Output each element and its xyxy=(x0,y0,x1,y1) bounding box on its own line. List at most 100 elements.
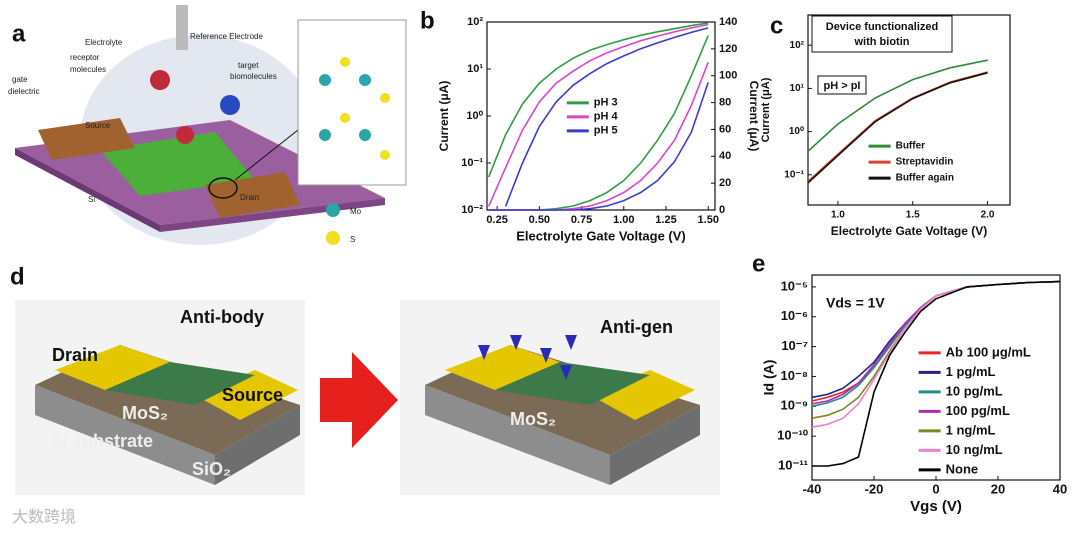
x-axis-label: Electrolyte Gate Voltage (V) xyxy=(831,224,988,238)
schematic-label: Mo xyxy=(350,207,362,216)
schematic-label: Drain xyxy=(240,193,259,202)
y2-tick-label: 0 xyxy=(719,204,725,216)
y2-tick-label: 80 xyxy=(719,96,731,108)
legend-label: pH 5 xyxy=(594,125,618,137)
legend-label: 10 pg/mL xyxy=(946,383,1003,398)
schematic-label: Si substrate xyxy=(50,431,153,451)
reference-electrode xyxy=(176,5,188,50)
panel-label: b xyxy=(420,7,435,34)
legend-label: Ab 100 μg/mL xyxy=(946,344,1031,359)
mos2-channel xyxy=(495,362,650,405)
x-axis-label: Electrolyte Gate Voltage (V) xyxy=(516,228,686,243)
legend-label: Streptavidin xyxy=(896,157,954,168)
schematic-label: Si xyxy=(88,195,95,204)
legend-label: Buffer xyxy=(896,141,926,152)
y-tick-label: 10¹ xyxy=(467,63,483,75)
y-tick-label: 10² xyxy=(790,40,805,51)
y-tick-label: 10⁻¹ xyxy=(461,157,483,169)
panel-d-schematic xyxy=(15,300,720,495)
biomolecule xyxy=(220,95,240,115)
y-tick-label: 10⁻² xyxy=(461,204,483,216)
legend-label: 10 ng/mL xyxy=(946,442,1003,457)
y-tick-label: 10⁻¹ xyxy=(784,169,804,180)
s-legend-dot xyxy=(326,231,340,245)
x-tick-label: -20 xyxy=(865,481,884,496)
series-line xyxy=(807,59,988,152)
watermark: 大数跨境 xyxy=(12,507,76,526)
schematic-label: S xyxy=(350,235,355,244)
y2-tick-label: 140 xyxy=(719,16,737,28)
y-tick-label: 10¹ xyxy=(790,83,805,94)
y-tick-label: 10⁻⁶ xyxy=(781,308,808,323)
y-tick-label: 10⁻⁷ xyxy=(781,338,808,353)
x-tick-label: 1.5 xyxy=(906,210,920,221)
panel-label: d xyxy=(10,263,25,290)
schematic-label: molecules xyxy=(70,65,106,74)
y2-tick-label: 100 xyxy=(719,70,737,82)
drain-pad xyxy=(445,345,560,390)
mo-atom xyxy=(359,129,371,141)
plot-frame xyxy=(807,14,1011,206)
schematic-label: Source xyxy=(85,121,111,130)
legend-label: 100 pg/mL xyxy=(946,403,1010,418)
y-tick-label: 10⁰ xyxy=(466,110,483,122)
slab-side xyxy=(15,148,160,232)
source-electrode xyxy=(38,118,135,160)
y-tick-label: 10⁻¹¹ xyxy=(778,457,808,472)
schematic-label: receptor xyxy=(70,53,100,62)
y2-axis-label: Current (μA) xyxy=(747,81,761,152)
x-tick-label: 1.25 xyxy=(655,214,676,226)
y2-tick-label: 120 xyxy=(719,43,737,55)
x-tick-label: 1.50 xyxy=(698,214,719,226)
x-tick-label: 1.0 xyxy=(831,210,845,221)
mo-atom xyxy=(319,74,331,86)
s-atom xyxy=(340,113,350,123)
x-tick-label: 1.00 xyxy=(613,214,634,226)
annotation: Vds = 1V xyxy=(826,295,885,311)
y-tick-label: 10⁻⁹ xyxy=(781,398,809,413)
s-atom xyxy=(380,93,390,103)
x-tick-label: -40 xyxy=(803,481,822,496)
legend-label: 1 ng/mL xyxy=(946,422,996,437)
drain-pad xyxy=(55,345,170,390)
biomolecule xyxy=(150,70,170,90)
panel-a-schematic xyxy=(15,5,407,245)
y-tick-label: 10⁻¹⁰ xyxy=(777,428,809,443)
x-tick-label: 2.0 xyxy=(981,210,995,221)
annotation-box xyxy=(817,75,867,95)
si-substrate-side xyxy=(215,405,300,485)
y-axis-label: Current (μA) xyxy=(760,77,772,142)
s-atom xyxy=(340,57,350,67)
schematic-label: Source xyxy=(222,385,283,405)
y-tick-label: 10⁰ xyxy=(789,126,804,137)
schematic-label: MoS₂ xyxy=(122,403,168,423)
pointer xyxy=(234,129,299,181)
legend-label: None xyxy=(946,461,979,476)
schematic-label: gate xyxy=(12,75,28,84)
highlight xyxy=(208,177,238,199)
y2-tick-label: 40 xyxy=(719,150,731,162)
legend-label: 1 pg/mL xyxy=(946,364,996,379)
series-line xyxy=(504,27,709,207)
drain-electrode xyxy=(205,172,300,218)
legend-label: pH 3 xyxy=(594,97,618,109)
source-pad xyxy=(195,370,298,420)
schematic-label: Electrolyte xyxy=(85,38,123,47)
x-tick-label: 0.75 xyxy=(571,214,592,226)
y-tick-label: 10⁻⁸ xyxy=(781,368,808,383)
series-line xyxy=(488,82,709,211)
schematic-label: Drain xyxy=(52,345,98,365)
si-substrate-side xyxy=(610,405,700,485)
x-tick-label: 0.50 xyxy=(529,214,550,226)
schematic-label: MoS₂ xyxy=(510,409,556,429)
x-tick-label: 0 xyxy=(932,481,939,496)
x-axis-label: Vgs (V) xyxy=(910,498,962,515)
mo-atom xyxy=(359,74,371,86)
schematic-label: dielectric xyxy=(8,87,40,96)
y-tick-label: 10⁻⁵ xyxy=(781,278,808,293)
schematic-label: Reference Electrode xyxy=(190,32,263,41)
s-atom xyxy=(380,150,390,160)
x-tick-label: 40 xyxy=(1053,481,1067,496)
antigens xyxy=(478,335,577,380)
